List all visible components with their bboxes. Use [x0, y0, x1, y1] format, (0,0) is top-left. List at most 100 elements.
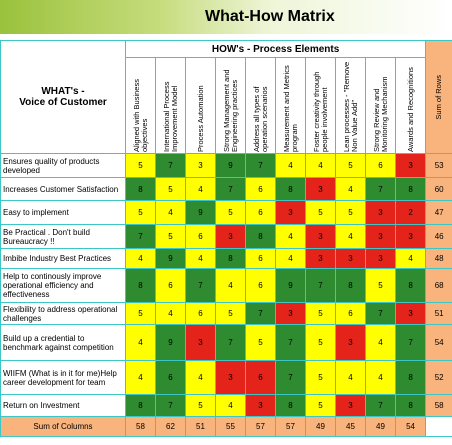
score-cell: 6	[155, 268, 186, 303]
score-cell: 7	[365, 394, 396, 417]
score-cell: 5	[125, 200, 156, 225]
column-sum: 57	[245, 416, 276, 437]
column-header: Process Automation	[185, 57, 216, 154]
score-cell: 3	[394, 302, 427, 325]
column-sum: 58	[125, 416, 156, 437]
score-cell: 3	[305, 177, 336, 201]
row-label: Flexibility to address operational chall…	[0, 302, 126, 325]
score-cell: 6	[245, 268, 276, 303]
row-label: Ensures quality of products developed	[0, 153, 126, 178]
score-cell: 3	[394, 224, 427, 249]
score-cell: 4	[185, 360, 216, 395]
score-cell: 8	[394, 268, 427, 303]
score-cell: 3	[335, 324, 366, 361]
score-cell: 9	[215, 153, 246, 178]
score-cell: 4	[215, 268, 246, 303]
column-label: Strong Management and Engineering practi…	[221, 68, 239, 152]
row-sum: 51	[425, 302, 452, 325]
matrix-row: Return on Investment 8 7 5 4 3 8 5 3 7 8 58	[0, 394, 452, 417]
column-label: Aligned with Business objectives	[131, 78, 149, 152]
score-cell: 3	[245, 394, 276, 417]
column-sum: 51	[185, 416, 216, 437]
score-cell: 4	[394, 248, 427, 269]
column-header: Address all types of operation scenarios	[245, 57, 276, 154]
score-cell: 3	[275, 200, 306, 225]
score-cell: 3	[215, 224, 246, 249]
matrix-row: Easy to implement 5 4 9 5 6 3 5 5 3 2 47	[0, 200, 452, 225]
score-cell: 4	[215, 394, 246, 417]
row-sum: 60	[425, 177, 452, 201]
how-header: HOW's - Process Elements	[124, 40, 427, 58]
score-cell: 3	[305, 224, 336, 249]
score-cell: 3	[335, 394, 366, 417]
column-header: Foster creativity through people involve…	[305, 57, 336, 154]
score-cell: 4	[185, 248, 216, 269]
score-cell: 7	[245, 302, 276, 325]
score-cell: 3	[275, 302, 306, 325]
blank-cell	[425, 416, 452, 437]
matrix-row: Be Practical . Don't build Bureaucracy !…	[0, 224, 452, 249]
title: What-How Matrix	[205, 8, 335, 25]
score-cell: 2	[394, 200, 427, 225]
score-cell: 3	[335, 248, 366, 269]
column-label: International Process Improvement Model	[161, 81, 179, 152]
score-cell: 4	[335, 360, 366, 395]
score-cell: 8	[394, 394, 427, 417]
score-cell: 4	[335, 224, 366, 249]
score-cell: 4	[275, 153, 306, 178]
matrix-row: Build up a credential to benchmark again…	[0, 324, 452, 361]
score-cell: 9	[155, 248, 186, 269]
score-cell: 7	[155, 394, 186, 417]
score-cell: 7	[305, 268, 336, 303]
score-cell: 6	[335, 302, 366, 325]
column-sum: 57	[275, 416, 306, 437]
column-sum: 49	[305, 416, 336, 437]
score-cell: 7	[125, 224, 156, 249]
score-cell: 3	[394, 153, 427, 178]
score-cell: 5	[155, 177, 186, 201]
score-cell: 8	[215, 248, 246, 269]
column-label: Foster creativity through people involve…	[311, 71, 329, 152]
score-cell: 6	[365, 153, 396, 178]
score-cell: 8	[125, 177, 156, 201]
matrix: WHAT's - Voice of Customer HOW's - Proce…	[0, 40, 452, 437]
column-header: Aligned with Business objectives	[125, 57, 156, 154]
score-cell: 7	[275, 360, 306, 395]
score-cell: 8	[125, 268, 156, 303]
row-sum: 47	[425, 200, 452, 225]
score-cell: 5	[215, 302, 246, 325]
matrix-row: Flexibility to address operational chall…	[0, 302, 452, 325]
score-cell: 6	[245, 177, 276, 201]
score-cell: 6	[155, 360, 186, 395]
score-cell: 3	[305, 248, 336, 269]
column-sum: 54	[394, 416, 427, 437]
score-cell: 8	[394, 360, 427, 395]
score-cell: 6	[245, 200, 276, 225]
score-cell: 5	[125, 302, 156, 325]
column-label: Lean processes - "Remove Non Value Add"	[341, 61, 359, 152]
score-cell: 8	[245, 224, 276, 249]
score-cell: 5	[185, 394, 216, 417]
score-cell: 5	[305, 360, 336, 395]
column-sum: 49	[365, 416, 396, 437]
score-cell: 8	[275, 177, 306, 201]
score-cell: 7	[365, 302, 396, 325]
sum-rows-label: Sum of Rows	[434, 74, 444, 120]
matrix-row: Help to continously improve operational …	[0, 268, 452, 303]
score-cell: 4	[365, 324, 396, 361]
score-cell: 8	[335, 268, 366, 303]
score-cell: 4	[275, 224, 306, 249]
score-cell: 5	[155, 224, 186, 249]
score-cell: 4	[365, 360, 396, 395]
score-cell: 8	[275, 394, 306, 417]
row-sum: 54	[425, 324, 452, 361]
score-cell: 3	[365, 248, 396, 269]
score-cell: 5	[335, 200, 366, 225]
matrix-row: WIIFM (What is in it for me)Help career …	[0, 360, 452, 395]
row-label: Imbibe Industry Best Practices	[0, 248, 126, 269]
row-label: Easy to implement	[0, 200, 126, 225]
score-cell: 7	[215, 324, 246, 361]
row-sum: 52	[425, 360, 452, 395]
score-cell: 5	[125, 153, 156, 178]
